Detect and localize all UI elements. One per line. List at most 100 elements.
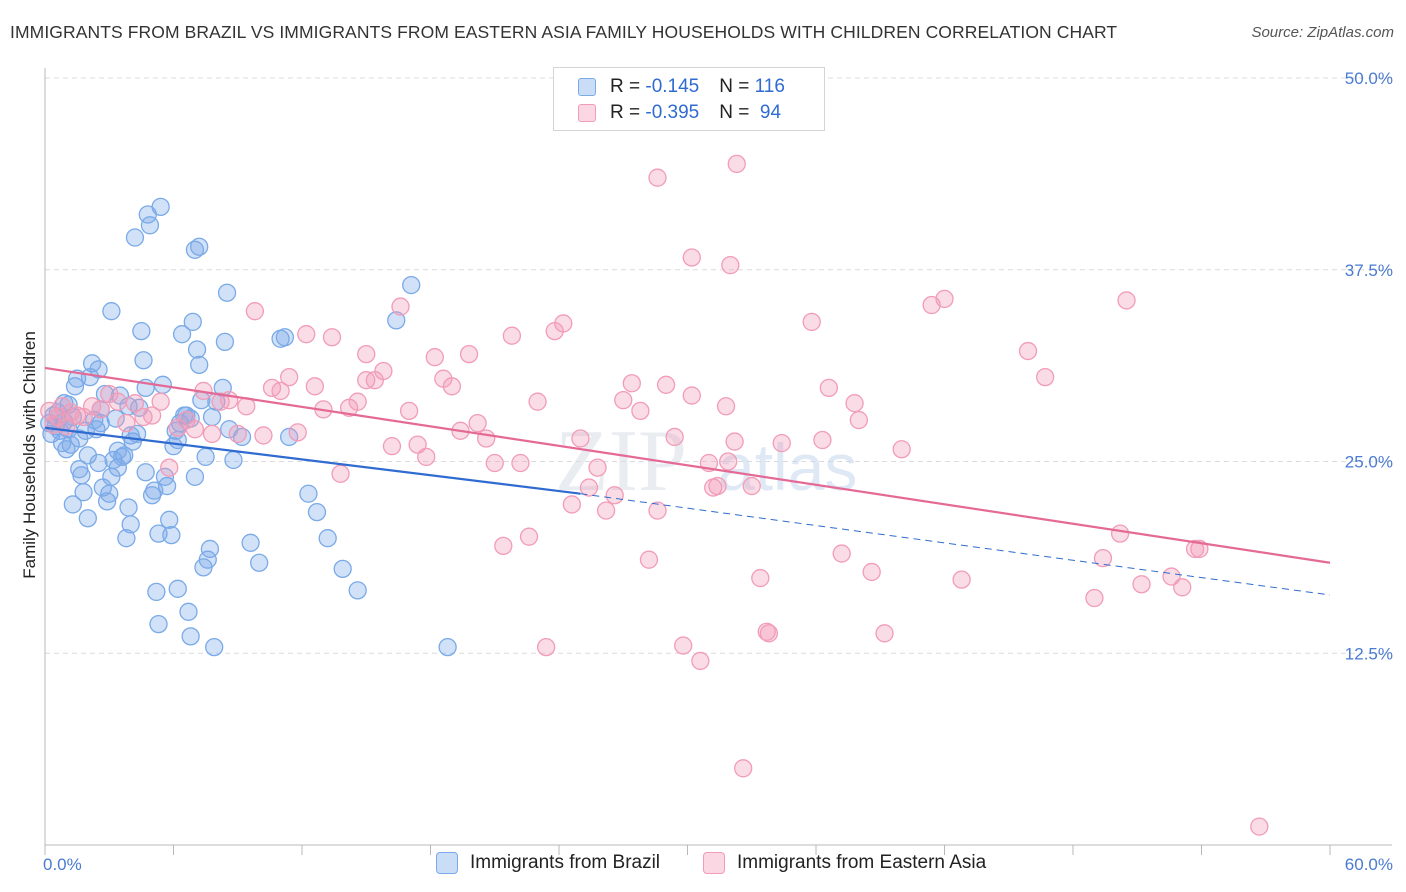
- point-eastern-asia: [305, 377, 325, 396]
- point-eastern-asia: [605, 486, 624, 505]
- point-brazil: [307, 502, 327, 522]
- point-eastern-asia: [519, 527, 539, 546]
- point-eastern-asia: [588, 458, 607, 477]
- point-brazil: [187, 340, 207, 359]
- point-brazil: [179, 602, 198, 621]
- point-eastern-asia: [725, 432, 744, 451]
- trend-line-brazil: [44, 426, 581, 495]
- tick-labels: 12.5% 25.0% 37.5% 50.0% 0.0% 60.0%: [43, 69, 1393, 874]
- point-eastern-asia: [648, 501, 667, 520]
- point-eastern-asia: [952, 570, 971, 589]
- point-eastern-asia: [279, 367, 299, 387]
- point-eastern-asia: [614, 390, 633, 410]
- series-brazil-points: [40, 197, 457, 657]
- point-brazil: [181, 627, 200, 646]
- bottom-legend-swatch-eastern-asia: [703, 852, 725, 874]
- point-eastern-asia: [502, 326, 522, 345]
- point-eastern-asia: [716, 397, 736, 416]
- point-eastern-asia: [511, 453, 530, 473]
- legend-r-value: -0.145: [645, 76, 700, 97]
- point-brazil: [217, 283, 237, 302]
- grid-lines: [45, 77, 1392, 654]
- point-eastern-asia: [459, 344, 479, 364]
- point-eastern-asia: [1085, 588, 1104, 608]
- point-eastern-asia: [485, 453, 504, 473]
- y-tick-label: 50.0%: [1345, 69, 1393, 88]
- y-tick-label: 37.5%: [1345, 261, 1393, 280]
- point-eastern-asia: [331, 464, 350, 483]
- point-eastern-asia: [228, 424, 247, 444]
- point-brazil: [149, 614, 168, 634]
- point-eastern-asia: [1173, 578, 1192, 597]
- point-eastern-asia: [494, 536, 513, 556]
- point-brazil: [250, 553, 269, 572]
- point-eastern-asia: [1162, 567, 1181, 586]
- legend-r-label: R =: [610, 102, 646, 123]
- point-eastern-asia: [704, 478, 723, 497]
- point-eastern-asia: [417, 447, 436, 467]
- point-brazil: [190, 355, 209, 375]
- point-eastern-asia: [477, 429, 496, 448]
- bottom-legend-brazil: Immigrants from Brazil: [436, 852, 660, 874]
- point-eastern-asia: [813, 430, 832, 450]
- legend-swatch-eastern-asia: [578, 104, 596, 122]
- point-brazil: [136, 463, 155, 482]
- point-brazil: [160, 510, 179, 529]
- point-brazil: [119, 498, 138, 517]
- point-eastern-asia: [862, 562, 881, 582]
- point-eastern-asia: [382, 437, 402, 456]
- point-eastern-asia: [271, 381, 290, 401]
- point-brazil: [125, 228, 145, 247]
- legend-r-label: R =: [610, 76, 646, 97]
- point-eastern-asia: [721, 255, 740, 275]
- point-eastern-asia: [357, 344, 376, 364]
- point-brazil: [100, 484, 119, 503]
- bottom-legend-swatch-brazil: [436, 852, 458, 874]
- axes: [44, 68, 1392, 855]
- point-eastern-asia: [819, 378, 838, 398]
- point-eastern-asia: [357, 371, 376, 390]
- point-eastern-asia: [399, 401, 419, 421]
- y-tick-label: 12.5%: [1345, 644, 1393, 663]
- legend-row-brazil: R = -0.145 N = 116: [578, 75, 785, 99]
- point-eastern-asia: [67, 406, 87, 425]
- point-brazil: [147, 582, 166, 602]
- point-eastern-asia: [682, 248, 701, 267]
- point-eastern-asia: [108, 392, 127, 411]
- trend-lines: [44, 366, 1331, 596]
- legend-r-value: -0.395: [645, 102, 700, 123]
- point-eastern-asia: [665, 427, 684, 447]
- point-eastern-asia: [742, 476, 761, 496]
- point-eastern-asia: [297, 325, 316, 344]
- point-eastern-asia: [160, 458, 179, 477]
- point-eastern-asia: [468, 413, 487, 433]
- point-eastern-asia: [757, 622, 776, 641]
- point-brazil: [132, 321, 151, 341]
- point-eastern-asia: [288, 423, 307, 442]
- point-brazil: [63, 495, 82, 514]
- point-eastern-asia: [579, 478, 599, 497]
- point-brazil: [117, 529, 136, 548]
- point-brazil: [74, 483, 93, 502]
- point-eastern-asia: [751, 568, 770, 588]
- point-eastern-asia: [442, 377, 462, 396]
- point-eastern-asia: [425, 348, 444, 367]
- point-eastern-asia: [537, 637, 556, 657]
- point-brazil: [387, 311, 406, 330]
- point-brazil: [183, 312, 202, 332]
- legend-row-eastern-asia: R = -0.395 N = 94: [578, 101, 781, 125]
- point-eastern-asia: [849, 410, 868, 430]
- point-brazil: [102, 302, 121, 321]
- point-eastern-asia: [202, 424, 222, 444]
- y-axis-label: Family Households with Children: [20, 331, 39, 579]
- point-brazil: [89, 453, 108, 473]
- point-eastern-asia: [151, 392, 170, 411]
- point-eastern-asia: [1093, 548, 1113, 568]
- point-eastern-asia: [772, 433, 791, 453]
- point-brazil: [318, 529, 337, 548]
- point-eastern-asia: [322, 328, 342, 347]
- point-brazil: [215, 332, 235, 351]
- point-brazil: [224, 450, 243, 470]
- point-brazil: [151, 197, 170, 217]
